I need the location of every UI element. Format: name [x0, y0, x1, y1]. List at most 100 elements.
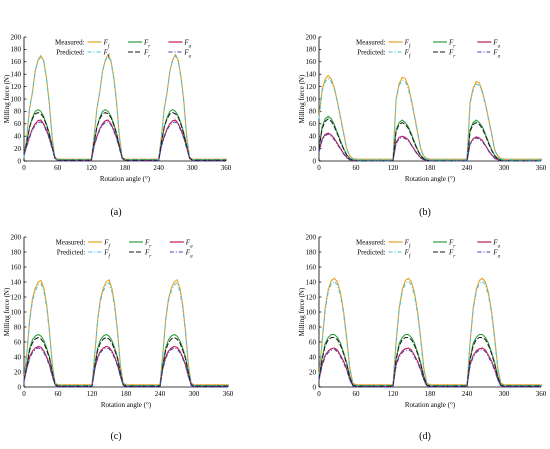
x-tick-label: 0 — [317, 164, 321, 172]
series-line — [23, 282, 228, 386]
x-tick-label: 240 — [153, 164, 164, 172]
x-tick-label: 60 — [353, 164, 361, 172]
legend-entry-predicted: Ff — [404, 249, 411, 260]
y-tick-label: 160 — [306, 263, 317, 271]
x-tick-label: 60 — [353, 390, 361, 398]
legend-entry-measured: Ff — [103, 239, 110, 250]
y-tick-label: 180 — [11, 248, 22, 256]
x-axis-title: Rotation angle (°) — [405, 401, 456, 409]
x-tick-label: 120 — [388, 390, 399, 398]
x-tick-label: 360 — [221, 164, 232, 172]
legend-entry-measured: Fr — [144, 239, 151, 250]
x-tick-label: 180 — [425, 390, 436, 398]
legend-measured-label: Measured: — [55, 39, 85, 47]
legend-entry-predicted: Fa — [492, 249, 500, 260]
y-tick-label: 80 — [309, 108, 317, 116]
series-line — [318, 333, 541, 387]
x-tick-label: 120 — [86, 164, 97, 172]
series-line — [318, 133, 541, 162]
y-tick-label: 140 — [306, 71, 317, 79]
chart-panel-c: 0 20 40 60 80 100 120 140 160 180 200 0 60 120 180 240 3… — [3, 233, 234, 442]
series-line — [318, 132, 541, 162]
series-line — [23, 108, 226, 161]
series-line — [23, 112, 226, 161]
y-tick-label: 100 — [306, 95, 317, 103]
x-tick-label: 180 — [425, 164, 436, 172]
y-tick-label: 40 — [309, 133, 317, 141]
legend-predicted-label: Predicted: — [57, 249, 85, 257]
y-tick-label: 160 — [11, 263, 22, 271]
series-line — [318, 280, 541, 386]
y-tick-label: 180 — [306, 46, 317, 54]
series-line — [23, 121, 226, 162]
y-tick-label: 200 — [11, 233, 22, 241]
y-tick-label: 0 — [18, 157, 22, 165]
y-tick-label: 120 — [306, 83, 317, 91]
y-tick-label: 200 — [306, 233, 317, 241]
legend-entry-measured: Fr — [143, 39, 150, 50]
series-line — [23, 119, 226, 161]
chart-panel-a: 0 20 40 60 80 100 120 140 160 180 200 0 60 120 180 240 3… — [3, 33, 232, 218]
x-tick-label: 60 — [55, 390, 63, 398]
y-tick-label: 160 — [306, 58, 317, 66]
y-tick-label: 40 — [309, 353, 317, 361]
x-tick-label: 240 — [155, 390, 166, 398]
legend-entry-measured: Ff — [103, 39, 110, 50]
y-axis-title: Milling force (N) — [3, 74, 11, 123]
legend-entry-measured: Fa — [185, 239, 193, 250]
y-axis-title: Milling force (N) — [3, 287, 11, 336]
x-tick-label: 60 — [54, 164, 62, 172]
series-line — [23, 345, 228, 387]
y-axis-title: Milling force (N) — [298, 74, 306, 123]
y-tick-label: 40 — [14, 133, 22, 141]
legend-entry-measured: Fr — [448, 39, 455, 50]
legend-entry-predicted: Ff — [103, 249, 110, 260]
x-tick-label: 180 — [121, 390, 132, 398]
y-tick-label: 20 — [14, 145, 22, 153]
series-line — [23, 333, 228, 387]
legend-entry-predicted: Fr — [144, 249, 151, 260]
y-tick-label: 60 — [309, 338, 317, 346]
x-tick-label: 0 — [317, 390, 321, 398]
legend-measured-label: Measured: — [356, 239, 386, 247]
x-axis-title: Rotation angle (°) — [405, 175, 456, 183]
series-line — [318, 118, 541, 162]
y-tick-label: 80 — [309, 323, 317, 331]
y-axis-title: Milling force (N) — [298, 287, 306, 336]
y-tick-label: 60 — [14, 338, 22, 346]
panel-label: (b) — [419, 207, 431, 218]
y-tick-label: 120 — [306, 293, 317, 301]
series-line — [318, 277, 541, 386]
legend-entry-measured: Ff — [404, 39, 411, 50]
y-tick-label: 120 — [11, 83, 22, 91]
x-tick-label: 300 — [499, 164, 510, 172]
x-tick-label: 360 — [536, 164, 547, 172]
legend-entry-predicted: Ff — [103, 49, 110, 60]
legend-entry-predicted: Fr — [448, 249, 455, 260]
y-tick-label: 120 — [11, 293, 22, 301]
series-line — [23, 53, 226, 160]
y-tick-label: 20 — [309, 145, 317, 153]
series-line — [318, 78, 541, 161]
x-tick-label: 360 — [223, 390, 234, 398]
legend-entry-predicted: Fa — [492, 49, 500, 60]
series-line — [23, 337, 228, 387]
x-tick-label: 0 — [22, 164, 26, 172]
y-tick-label: 100 — [11, 95, 22, 103]
legend-entry-predicted: Fa — [185, 249, 193, 260]
x-tick-label: 120 — [388, 164, 399, 172]
legend-entry-predicted: Fr — [448, 49, 455, 60]
y-tick-label: 40 — [14, 353, 22, 361]
panel-label: (d) — [419, 431, 431, 442]
legend-predicted-label: Predicted: — [357, 249, 385, 257]
y-tick-label: 100 — [306, 308, 317, 316]
series-line — [318, 349, 541, 388]
panel-label: (c) — [110, 431, 121, 442]
legend-entry-measured: Fa — [492, 239, 500, 250]
series-line — [318, 115, 541, 161]
x-tick-label: 300 — [499, 390, 510, 398]
y-tick-label: 0 — [18, 383, 22, 391]
legend-entry-measured: Fr — [448, 239, 455, 250]
y-tick-label: 80 — [14, 323, 22, 331]
